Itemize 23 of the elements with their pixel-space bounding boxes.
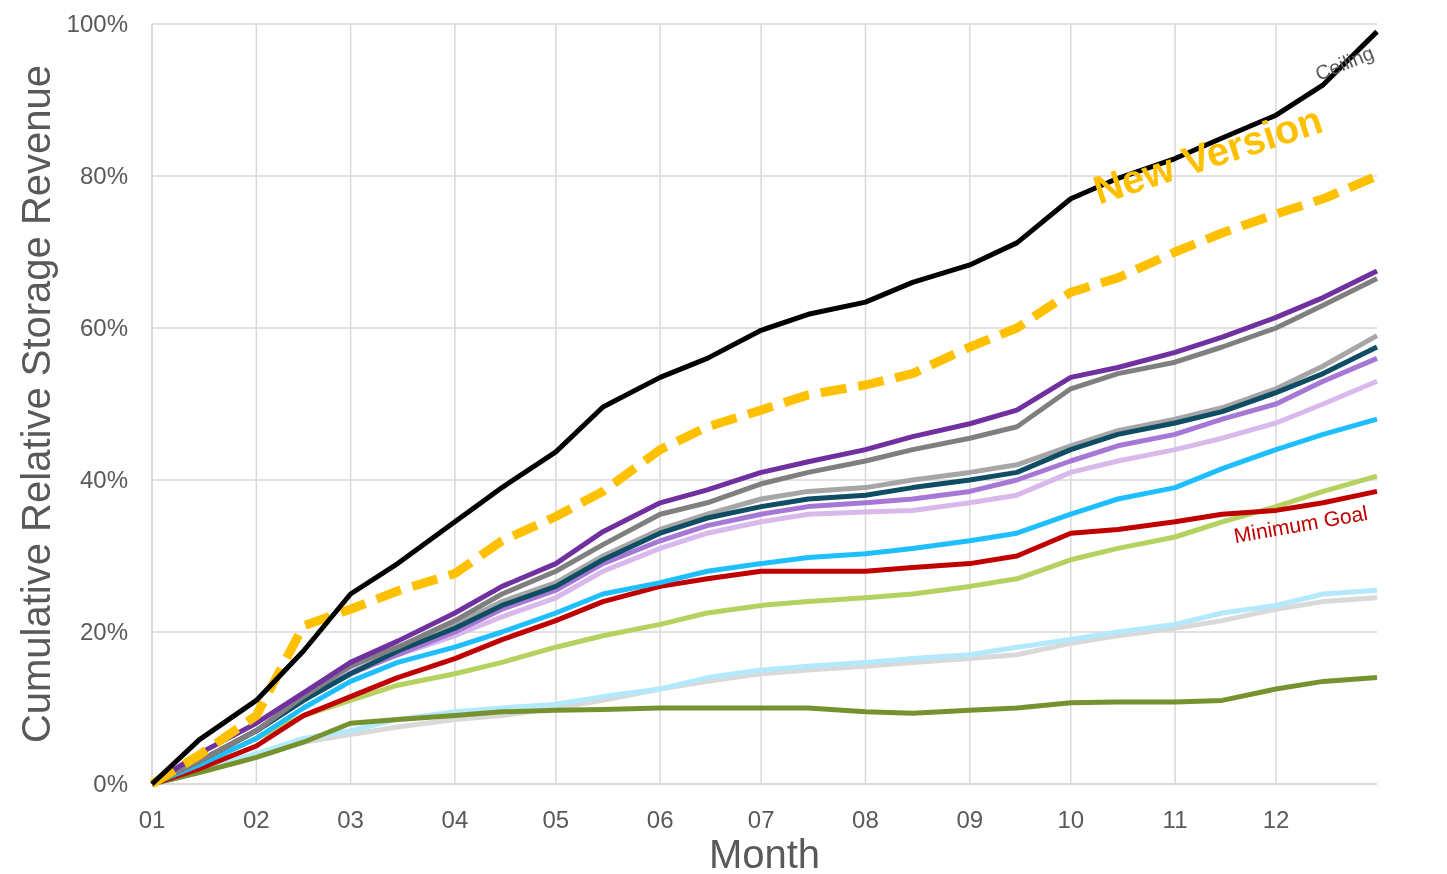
x-tick-label: 09 [956, 806, 984, 833]
x-tick-label: 08 [852, 806, 879, 833]
text: Ceiling [1311, 41, 1377, 85]
x-tick-label: 03 [337, 806, 364, 833]
text: Minimum Goal [1232, 500, 1370, 548]
x-axis-title: Month [708, 832, 821, 874]
x-tick-label: 01 [138, 806, 166, 833]
y-tick-label: 100% [66, 10, 128, 38]
x-tick-label: 02 [242, 806, 270, 833]
y-tick-label: 60% [79, 314, 128, 342]
x-tick-label: 12 [1262, 806, 1290, 833]
text: New Version [1087, 97, 1328, 213]
x-tick-label: 07 [747, 806, 775, 833]
x-tick-label: 06 [646, 806, 674, 833]
x-tick-label: 10 [1057, 806, 1085, 833]
y-tick-label: 0% [93, 770, 128, 798]
y-tick-label: 80% [79, 162, 128, 190]
x-tick-label: 11 [1162, 806, 1188, 833]
y-axis-title: Cumulative Relative Storage Revenue [14, 64, 58, 744]
x-tick-label: 05 [542, 806, 570, 833]
y-tick-label: 20% [79, 618, 128, 646]
y-tick-label: 40% [79, 466, 128, 494]
x-tick-label: 04 [441, 806, 469, 833]
